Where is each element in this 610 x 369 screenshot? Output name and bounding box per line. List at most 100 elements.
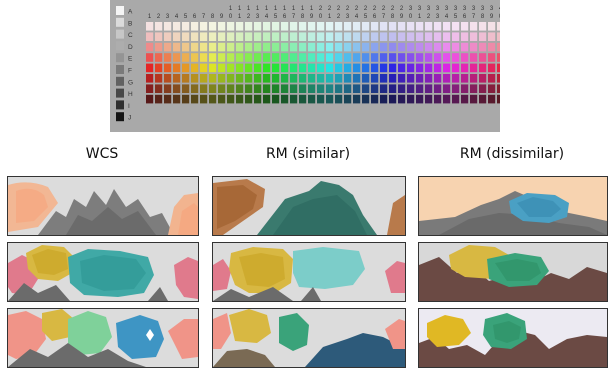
color-chip [362,32,370,41]
color-chip [182,63,190,73]
panel-rm-similar-row1-svg [213,177,405,235]
column-number-tens: 3 [490,6,494,12]
color-chip [290,53,298,62]
color-chip [461,53,469,62]
row-label: I [128,103,130,110]
color-chip [425,32,433,41]
column-number-tens: 3 [418,6,422,12]
color-chip [272,42,280,52]
color-chip [353,42,361,52]
color-chip [443,53,451,62]
color-chip [389,74,397,83]
column-number-tens: 3 [445,6,449,12]
column-number-tens: 1 [265,6,269,12]
color-chip [182,53,190,62]
color-chip [398,53,406,62]
color-chip [182,22,190,31]
color-chip [434,53,442,62]
color-chip [398,84,406,93]
column-number: 9 [400,14,404,20]
column-number: 6 [283,14,287,20]
color-chip [200,22,208,31]
color-chip [371,94,379,104]
color-chip [326,32,334,41]
column-number: 1 [238,14,242,20]
column-number-tens: 2 [364,6,368,12]
color-chip [182,74,190,83]
color-chip [281,74,289,83]
color-chip [164,22,172,31]
color-chip [335,42,343,52]
color-chip [434,84,442,93]
color-chip [407,42,415,52]
color-chip [443,32,451,41]
color-chip [425,53,433,62]
color-chip [488,42,496,52]
column-number: 1 [328,14,332,20]
column-number-tens: 1 [229,6,233,12]
row-label: D [128,44,133,51]
color-chip [164,74,172,83]
column-number-tens: 1 [301,6,305,12]
column-number: 3 [166,14,170,20]
color-chip [218,53,226,62]
color-chip [479,94,487,104]
column-number: 9 [220,14,224,20]
color-chip [308,74,316,83]
neutral-chip [116,76,124,86]
color-chip [218,94,226,104]
color-chip [227,32,235,41]
color-chip [353,94,361,104]
color-chip [380,63,388,73]
color-chip [479,84,487,93]
color-chip [425,42,433,52]
color-chip [461,74,469,83]
color-chip [209,63,217,73]
color-chip [299,84,307,93]
color-chip [362,74,370,83]
color-chip [434,42,442,52]
column-number-tens: 3 [463,6,467,12]
column-number: 7 [202,14,206,20]
color-chip [380,53,388,62]
color-chip [155,94,163,104]
color-chip [263,84,271,93]
panel-wcs-row1-svg [8,177,198,235]
color-chip [452,84,460,93]
panel-wcs-row3 [7,308,199,368]
color-chip [281,53,289,62]
color-chip [443,63,451,73]
color-chip [164,63,172,73]
color-chip [263,22,271,31]
column-number-tens: 1 [238,6,242,12]
color-chip [191,94,199,104]
color-chip [353,74,361,83]
color-chip [461,42,469,52]
color-chip [218,84,226,93]
color-chip [317,94,325,104]
color-chip [218,22,226,31]
column-number-tens: 3 [409,6,413,12]
neutral-chip [116,88,124,98]
color-chip [146,74,154,83]
color-chip [425,84,433,93]
color-chip [236,42,244,52]
color-chip [245,63,253,73]
color-chip [236,94,244,104]
column-number: 2 [427,14,431,20]
color-chip [272,22,280,31]
color-chip [200,94,208,104]
color-chip [146,22,154,31]
color-chip [281,63,289,73]
color-chip [380,74,388,83]
color-chip [245,84,253,93]
color-chip [299,53,307,62]
color-chip [191,63,199,73]
color-chip [452,63,460,73]
color-chip [146,53,154,62]
color-chip [164,32,172,41]
color-chip [209,94,217,104]
color-chip [182,84,190,93]
color-chip [344,22,352,31]
color-chip [182,32,190,41]
